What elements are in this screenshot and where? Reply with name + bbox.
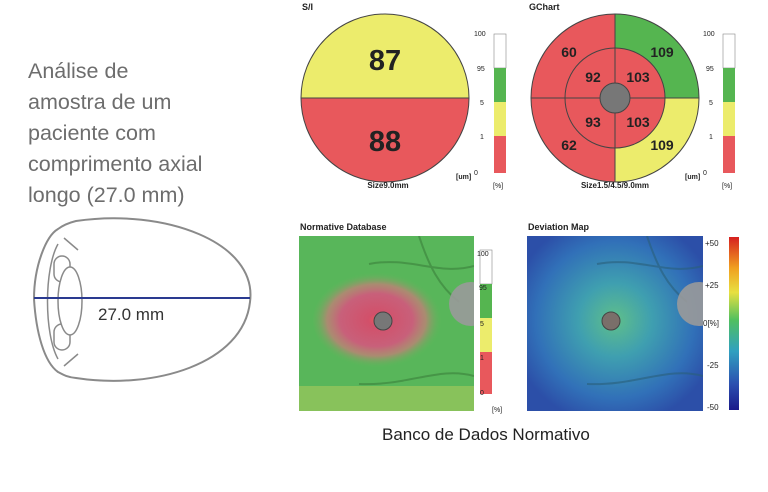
gchart-panel: GChart 60 109 62 109 92 103 93 103 Size1… bbox=[529, 2, 736, 190]
scale-green bbox=[494, 68, 506, 102]
si-superior-value: 87 bbox=[369, 45, 401, 77]
scale-tick: 5 bbox=[709, 100, 713, 107]
deviation-scale-label: -50 bbox=[707, 403, 719, 412]
normative-map bbox=[299, 236, 474, 411]
scale-tick: 100 bbox=[703, 31, 715, 38]
scale-tick: 95 bbox=[706, 66, 714, 73]
deviation-scale-label: 0[%] bbox=[703, 319, 719, 328]
gchart-title: GChart bbox=[529, 2, 560, 12]
gchart-inner-bottom-left bbox=[565, 98, 615, 148]
si-title: S/I bbox=[302, 2, 313, 12]
deviation-title: Deviation Map bbox=[528, 222, 590, 232]
normative-scale: 100 95 5 1 0 [%] bbox=[477, 249, 502, 414]
description-line: Análise de bbox=[28, 59, 129, 83]
scale-tick: 5 bbox=[480, 100, 484, 107]
scale-white bbox=[722, 33, 736, 69]
scale-yellow bbox=[723, 102, 735, 136]
scale-tick: 95 bbox=[479, 285, 487, 292]
description-text: Análise de amostra de um paciente com co… bbox=[28, 56, 258, 211]
si-inferior-half bbox=[301, 98, 469, 182]
axial-length-label: 27.0 mm bbox=[98, 305, 164, 324]
scale-unit-percent: [%] bbox=[492, 407, 502, 414]
scale-tick: 1 bbox=[480, 134, 484, 141]
scale-green bbox=[723, 68, 735, 102]
gchart-inner-top-right bbox=[615, 48, 665, 98]
gchart-outer-bottom-right-value: 109 bbox=[650, 137, 674, 153]
description-line: comprimento axial bbox=[28, 152, 203, 176]
scale-yellow bbox=[480, 318, 492, 352]
scale-unit-um-zero: 0 bbox=[474, 170, 478, 177]
scale-unit-um: [um] bbox=[456, 174, 471, 181]
gchart-outer-bottom-left-value: 62 bbox=[561, 137, 577, 153]
normative-fovea bbox=[373, 311, 393, 331]
gchart-inner-top-left bbox=[565, 48, 615, 98]
description-line: amostra de um bbox=[28, 90, 172, 114]
si-size-label: Size9.0mm bbox=[367, 181, 408, 190]
gchart-size-label: Size1.5/4.5/9.0mm bbox=[581, 181, 649, 190]
gchart-inner-top-left-value: 92 bbox=[585, 69, 601, 85]
scale-yellow bbox=[494, 102, 506, 136]
deviation-fovea bbox=[601, 311, 621, 331]
scale-tick: 95 bbox=[477, 66, 485, 73]
normative-optic-disc bbox=[449, 282, 474, 326]
gchart-fovea bbox=[599, 82, 631, 114]
description-line: paciente com bbox=[28, 121, 156, 145]
si-superior-half bbox=[301, 14, 469, 98]
scale-tick: 100 bbox=[477, 251, 489, 258]
deviation-map bbox=[527, 236, 703, 411]
figure-caption: Banco de Dados Normativo bbox=[382, 425, 590, 444]
scale-tick: 1 bbox=[480, 355, 484, 362]
scale-tick: 0 bbox=[480, 390, 484, 397]
cornea bbox=[46, 243, 59, 360]
si-inferior-value: 88 bbox=[369, 126, 401, 158]
gchart-outer-top-left-value: 60 bbox=[561, 44, 577, 60]
scale-tick: 5 bbox=[480, 321, 484, 328]
scale-unit-um-zero: 0 bbox=[703, 170, 707, 177]
eye-outline bbox=[32, 217, 252, 382]
gchart-inner-bottom-right bbox=[615, 98, 665, 148]
description-line: longo (27.0 mm) bbox=[28, 183, 185, 207]
deviation-scale-bar bbox=[729, 237, 739, 410]
scale-unit-percent: [%] bbox=[493, 183, 503, 190]
deviation-scale-label: +50 bbox=[705, 239, 719, 248]
iris bbox=[63, 237, 79, 367]
deviation-scale: +50 +25 0[%] -25 -50 bbox=[703, 237, 739, 412]
scale-tick: 100 bbox=[474, 31, 486, 38]
scale-unit-percent: [%] bbox=[722, 183, 732, 190]
scale-tick: 1 bbox=[709, 134, 713, 141]
scale-red bbox=[480, 352, 492, 394]
deviation-optic-disc bbox=[677, 282, 703, 326]
scale-white bbox=[493, 33, 507, 69]
lens bbox=[57, 266, 83, 336]
gchart-inner-top-right-value: 103 bbox=[626, 69, 650, 85]
scale-green bbox=[480, 284, 492, 318]
scale-unit-um: [um] bbox=[685, 174, 700, 181]
normative-yellow-band bbox=[299, 386, 474, 411]
si-panel: S/I 87 88 Size9.0mm 100 95 5 1 [um] 0 [%… bbox=[300, 2, 507, 190]
scale-red bbox=[494, 136, 506, 173]
scale-red bbox=[723, 136, 735, 173]
gchart-outer-top-right-value: 109 bbox=[650, 44, 674, 60]
gchart-inner-bottom-right-value: 103 bbox=[626, 114, 650, 130]
deviation-scale-label: +25 bbox=[705, 281, 719, 290]
eye-diagram: 27.0 mm bbox=[32, 217, 252, 382]
normative-title: Normative Database bbox=[300, 222, 387, 232]
deviation-scale-label: -25 bbox=[707, 361, 719, 370]
gchart-inner-bottom-left-value: 93 bbox=[585, 114, 601, 130]
